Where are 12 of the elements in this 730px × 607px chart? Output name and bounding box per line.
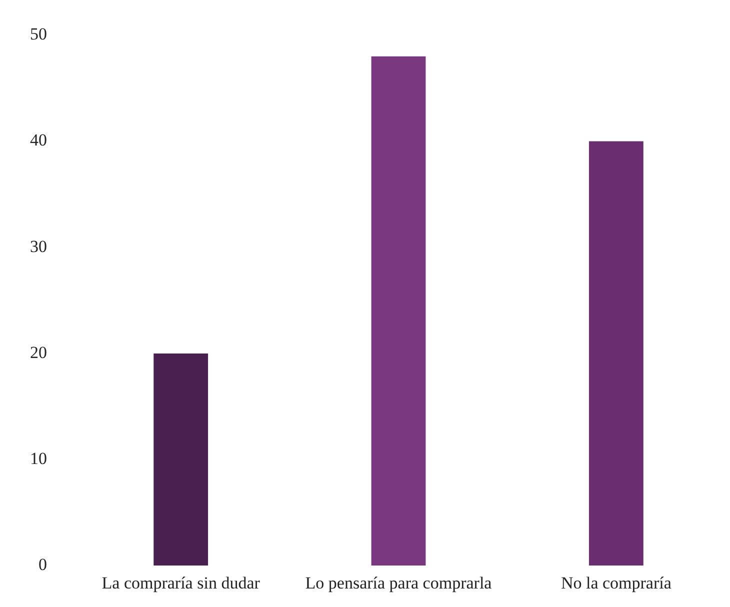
x-tick-label: No la compraría <box>560 573 672 592</box>
y-tick-label: 0 <box>38 555 47 574</box>
x-tick-label: La compraría sin dudar <box>102 573 260 592</box>
y-tick-label: 10 <box>30 448 47 468</box>
y-tick-label: 30 <box>30 236 47 256</box>
bar <box>154 353 208 566</box>
y-tick-label: 20 <box>30 342 47 362</box>
bar <box>371 56 426 566</box>
y-tick-label: 50 <box>30 24 47 44</box>
x-tick-label: Lo pensaría para comprarla <box>305 573 492 592</box>
y-tick-label: 40 <box>30 130 47 150</box>
bar <box>588 141 644 566</box>
